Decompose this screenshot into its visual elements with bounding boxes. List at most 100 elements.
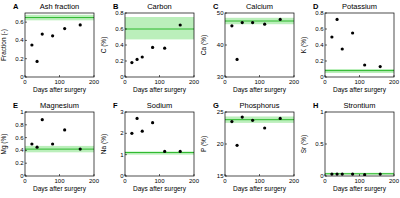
point (379, 172, 382, 175)
x-tick-label: 100 (54, 178, 65, 184)
y-tick-label: 0.6 (115, 26, 124, 32)
y-tick (325, 176, 327, 177)
point (279, 18, 282, 21)
y-tick (125, 112, 127, 113)
x-axis-label: Days after surgery (133, 185, 187, 193)
x-tick-label: 0 (23, 178, 27, 184)
panel: EMagnesium010020000.20.40.60.81Days afte… (0, 101, 100, 193)
point (41, 118, 44, 121)
frame (25, 112, 94, 176)
point (351, 172, 354, 175)
point (151, 46, 154, 49)
point (341, 47, 344, 50)
point (263, 23, 266, 26)
reference-line (225, 21, 294, 22)
x-tick-label: 100 (54, 79, 65, 85)
y-tick (325, 61, 327, 62)
x-tick (259, 174, 260, 176)
plot-area (225, 116, 294, 147)
x-tick-label: 0 (323, 79, 327, 85)
reference-line (225, 119, 294, 120)
title: Calcium (246, 2, 273, 11)
x-tick-label: 0 (223, 178, 227, 184)
plot-area (325, 172, 394, 176)
x-tick (194, 174, 195, 176)
figure: AAsh fraction010020000.20.40.6Days after… (0, 0, 400, 198)
point (51, 34, 54, 37)
x-tick-label: 200 (189, 79, 200, 85)
y-tick (125, 61, 127, 62)
point (63, 128, 66, 131)
y-tick (125, 176, 127, 177)
title: Carbon (147, 2, 172, 11)
point (179, 23, 182, 26)
y-tick-label: 0.2 (15, 56, 24, 62)
y-tick (25, 176, 27, 177)
y-tick-label: 3 (120, 109, 124, 115)
y-tick (25, 58, 27, 59)
point (79, 148, 82, 151)
reference-band (325, 69, 394, 73)
y-tick (125, 154, 127, 155)
y-axis-label: Mg (%) (0, 134, 8, 155)
y-tick-label: 0.8 (115, 10, 124, 16)
x-tick-label: 200 (289, 178, 300, 184)
point (163, 150, 166, 153)
frame (325, 13, 394, 77)
x-tick (359, 75, 360, 77)
reference-line (25, 17, 94, 18)
panel-letter: F (113, 101, 118, 110)
y-tick-label: 2 (120, 130, 124, 136)
x-tick (394, 174, 395, 176)
point (30, 142, 33, 145)
x-tick (59, 174, 60, 176)
point (241, 116, 244, 119)
panel: DPotassium010020000.20.40.60.8Days after… (300, 2, 400, 94)
panel: BCarbon010020000.20.40.60.8Days after su… (100, 2, 200, 94)
y-tick-label: 20 (217, 141, 224, 147)
reference-band (25, 146, 94, 152)
point (230, 120, 233, 123)
reference-band (25, 15, 94, 20)
y-tick-label: 0.8 (15, 122, 24, 128)
reference-band (125, 17, 194, 39)
y-tick-label: 0 (320, 173, 324, 179)
point (163, 47, 166, 50)
x-tick (294, 174, 295, 176)
y-tick-label: 0 (20, 74, 24, 80)
panel: GPhosphorus0100200152025Days after surge… (200, 101, 300, 193)
y-tick (225, 112, 227, 113)
y-tick-label: 1 (320, 109, 324, 115)
point (135, 117, 138, 120)
reference-line (325, 70, 394, 71)
title: Ash fraction (40, 2, 80, 11)
title: Magnesium (40, 101, 79, 110)
y-tick-label: 15 (217, 173, 224, 179)
panel: FSodium01002000123Days after surgeryNa (… (100, 101, 200, 193)
point (79, 23, 82, 26)
y-tick (25, 137, 27, 138)
y-tick-label: 0.2 (315, 58, 324, 64)
x-tick (94, 174, 95, 176)
x-tick-label: 100 (354, 178, 365, 184)
point (141, 55, 144, 58)
point (341, 172, 344, 175)
y-tick (325, 29, 327, 30)
y-axis-label: P (%) (200, 136, 208, 152)
y-tick-label: 50 (217, 10, 224, 16)
point (335, 18, 338, 21)
y-tick (225, 45, 227, 46)
reference-line (125, 152, 194, 153)
point (235, 58, 238, 61)
point (251, 21, 254, 24)
title: Sodium (147, 101, 172, 110)
y-tick (125, 133, 127, 134)
y-tick-label: 0 (320, 74, 324, 80)
y-tick-label: 25 (217, 109, 224, 115)
x-tick (194, 75, 195, 77)
y-tick (125, 45, 127, 46)
point (263, 126, 266, 129)
reference-band (125, 151, 194, 154)
title: Phosphorus (239, 101, 279, 110)
y-tick-label: 0.8 (315, 10, 324, 16)
